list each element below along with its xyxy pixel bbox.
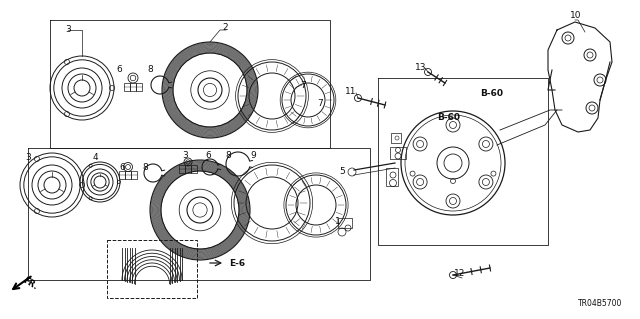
Bar: [386, 168, 398, 186]
Bar: [131, 171, 137, 179]
Text: 12: 12: [454, 270, 466, 278]
Text: 9: 9: [250, 151, 256, 160]
Text: B-60: B-60: [437, 114, 460, 122]
Bar: [130, 83, 136, 91]
Text: TR04B5700: TR04B5700: [578, 299, 622, 308]
Text: 11: 11: [345, 87, 356, 97]
Bar: [124, 83, 130, 91]
Text: 10: 10: [570, 11, 582, 19]
Text: FR.: FR.: [21, 276, 39, 292]
Text: B-60: B-60: [480, 88, 503, 98]
Text: 2: 2: [222, 24, 228, 33]
Text: 1: 1: [335, 218, 341, 226]
Text: 6: 6: [116, 65, 122, 75]
Text: 3: 3: [25, 153, 31, 162]
Text: 8: 8: [225, 151, 231, 160]
Bar: [107, 240, 197, 298]
Text: 4: 4: [92, 153, 98, 162]
Text: 3: 3: [182, 152, 188, 160]
Bar: [125, 171, 131, 179]
Text: 13: 13: [415, 63, 427, 72]
Bar: [390, 147, 406, 159]
Text: 8: 8: [147, 65, 153, 75]
Text: 8: 8: [142, 164, 148, 173]
Text: 7: 7: [317, 99, 323, 108]
Bar: [191, 165, 197, 173]
Bar: [179, 165, 185, 173]
Text: 5: 5: [339, 167, 345, 175]
Bar: [136, 83, 142, 91]
Text: 6: 6: [205, 152, 211, 160]
Bar: [119, 171, 125, 179]
Bar: [391, 133, 401, 143]
Text: 6: 6: [119, 164, 125, 173]
Bar: [185, 165, 191, 173]
Text: 7: 7: [300, 81, 306, 91]
Text: E-6: E-6: [229, 258, 245, 268]
Text: 3: 3: [65, 26, 71, 34]
Bar: [338, 218, 352, 228]
